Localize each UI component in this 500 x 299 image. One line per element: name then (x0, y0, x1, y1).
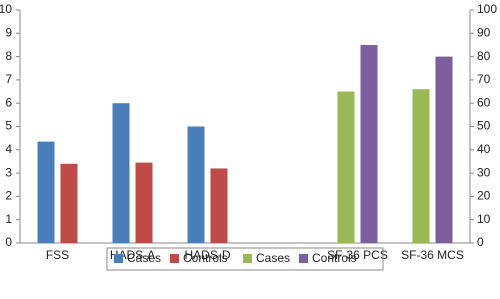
y-tick-label: 6 (5, 95, 12, 109)
bar (135, 162, 153, 243)
y-tick-label: 9 (5, 25, 12, 39)
bar (337, 91, 355, 243)
y2-tick-label: 60 (477, 95, 491, 109)
x-tick-label: SF-36 PCS (327, 248, 388, 262)
y-tick-label: 0 (5, 235, 12, 249)
y2-tick-label: 10 (477, 212, 491, 226)
legend-label: Cases (256, 251, 290, 265)
bar (37, 141, 55, 243)
bar (412, 89, 430, 243)
y-tick-label: 1 (5, 212, 12, 226)
y2-tick-label: 40 (477, 142, 491, 156)
y2-tick-label: 50 (477, 119, 491, 133)
y2-tick-label: 30 (477, 165, 491, 179)
y2-tick-label: 100 (477, 2, 497, 16)
legend-label: Controls (312, 251, 357, 265)
y-tick-label: 4 (5, 142, 12, 156)
y-tick-label: 3 (5, 165, 12, 179)
legend-swatch (243, 254, 252, 263)
x-tick-label: SF-36 MCS (401, 248, 464, 262)
bar (360, 44, 378, 244)
y2-tick-label: 90 (477, 25, 491, 39)
legend-box (106, 247, 384, 271)
legend-swatch (299, 254, 308, 263)
legend-label: Controls (183, 251, 228, 265)
y2-tick-label: 20 (477, 189, 491, 203)
bar (435, 56, 453, 243)
legend-label: Cases (127, 251, 161, 265)
legend-swatch (170, 254, 179, 263)
bar (112, 103, 130, 243)
x-tick-label: HADS-D (184, 248, 230, 262)
y-tick-label: 8 (5, 49, 12, 63)
y-tick-label: 10 (0, 2, 12, 16)
legend-swatch (114, 254, 123, 263)
bar (187, 126, 205, 243)
bar (210, 168, 228, 243)
y2-tick-label: 0 (477, 235, 484, 249)
y-tick-label: 7 (5, 72, 12, 86)
bar (60, 163, 78, 243)
x-tick-label: FSS (46, 248, 69, 262)
y-tick-label: 2 (5, 189, 12, 203)
y2-tick-label: 70 (477, 72, 491, 86)
y-tick-label: 5 (5, 119, 12, 133)
y2-tick-label: 80 (477, 49, 491, 63)
